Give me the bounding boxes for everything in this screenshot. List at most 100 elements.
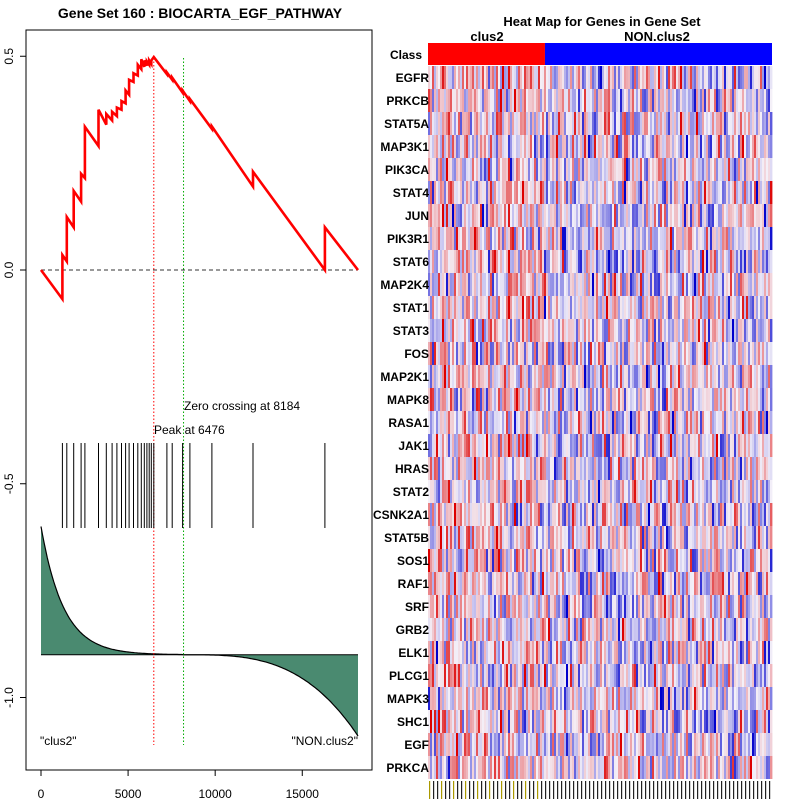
- heatmap-cell: [584, 549, 587, 572]
- heatmap-cell: [656, 181, 659, 204]
- heatmap-cell: [506, 457, 509, 480]
- heatmap-cell: [616, 135, 619, 158]
- heatmap-cell: [538, 526, 541, 549]
- heatmap-cell: [700, 641, 703, 664]
- heatmap-cell: [714, 595, 717, 618]
- heatmap-cell: [538, 181, 541, 204]
- heatmap-cell: [610, 112, 613, 135]
- heatmap-cell: [704, 135, 707, 158]
- heatmap-cell: [608, 89, 611, 112]
- heatmap-cell: [516, 549, 519, 572]
- heatmap-cell: [544, 710, 547, 733]
- heatmap-cell: [484, 641, 487, 664]
- heatmap-cell: [686, 572, 689, 595]
- heatmap-cell: [620, 204, 623, 227]
- heatmap-cell: [640, 549, 643, 572]
- heatmap-cell: [482, 687, 485, 710]
- heatmap-cell: [558, 365, 561, 388]
- heatmap-cell: [612, 434, 615, 457]
- heatmap-cell: [752, 319, 755, 342]
- heatmap-cell: [428, 549, 431, 572]
- heatmap-cell: [588, 296, 591, 319]
- heatmap-cell: [642, 89, 645, 112]
- heatmap-cell: [616, 365, 619, 388]
- heatmap-cell: [454, 158, 457, 181]
- heatmap-cell: [448, 480, 451, 503]
- heatmap-cell: [506, 66, 509, 89]
- heatmap-cell: [644, 181, 647, 204]
- heatmap-cell: [670, 204, 673, 227]
- heatmap-cell: [668, 549, 671, 572]
- heatmap-cell: [714, 250, 717, 273]
- heatmap-cell: [428, 664, 431, 687]
- heatmap-cell: [462, 549, 465, 572]
- heatmap-cell: [524, 66, 527, 89]
- heatmap-cell: [672, 296, 675, 319]
- heatmap-cell: [706, 135, 709, 158]
- heatmap-cell: [450, 687, 453, 710]
- heatmap-cell: [682, 296, 685, 319]
- heatmap-cell: [642, 66, 645, 89]
- heatmap-cell: [548, 503, 551, 526]
- heatmap-cell: [704, 342, 707, 365]
- heatmap-cell: [674, 227, 677, 250]
- heatmap-cell: [710, 641, 713, 664]
- heatmap-cell: [600, 549, 603, 572]
- heatmap-cell: [724, 434, 727, 457]
- heatmap-cell: [724, 618, 727, 641]
- heatmap-cell: [462, 618, 465, 641]
- heatmap-cell: [590, 204, 593, 227]
- heatmap-cell: [606, 457, 609, 480]
- heatmap-cell: [650, 112, 653, 135]
- heatmap-cell: [586, 365, 589, 388]
- heatmap-cell: [634, 296, 637, 319]
- heatmap-cell: [496, 503, 499, 526]
- heatmap-cell: [632, 204, 635, 227]
- heatmap-cell: [580, 503, 583, 526]
- heatmap-cell: [762, 135, 765, 158]
- heatmap-cell: [724, 89, 727, 112]
- heatmap-cell: [446, 296, 449, 319]
- heatmap-cell: [760, 66, 763, 89]
- heatmap-cell: [542, 273, 545, 296]
- heatmap-cell: [734, 549, 737, 572]
- heatmap-cell: [728, 480, 731, 503]
- heatmap-cell: [686, 250, 689, 273]
- heatmap-cell: [746, 526, 749, 549]
- heatmap-cell: [464, 135, 467, 158]
- heatmap-cell: [552, 273, 555, 296]
- heatmap-cell: [480, 158, 483, 181]
- heatmap-cell: [670, 66, 673, 89]
- heatmap-cell: [748, 273, 751, 296]
- heatmap-cell: [482, 664, 485, 687]
- heatmap-cell: [620, 480, 623, 503]
- heatmap-cell: [580, 66, 583, 89]
- heatmap-cell: [624, 687, 627, 710]
- heatmap-cell: [712, 434, 715, 457]
- heatmap-cell: [550, 273, 553, 296]
- heatmap-cell: [480, 388, 483, 411]
- heatmap-cell: [678, 549, 681, 572]
- heatmap-cell: [586, 664, 589, 687]
- heatmap-cell: [658, 66, 661, 89]
- heatmap-cell: [728, 687, 731, 710]
- heatmap-cell: [504, 549, 507, 572]
- heatmap-cell: [626, 66, 629, 89]
- heatmap-cell: [644, 89, 647, 112]
- heatmap-cell: [760, 204, 763, 227]
- heatmap-cell: [638, 710, 641, 733]
- heatmap-cell: [460, 296, 463, 319]
- heatmap-cell: [574, 503, 577, 526]
- heatmap-cell: [762, 526, 765, 549]
- heatmap-cell: [688, 503, 691, 526]
- heatmap-cell: [616, 687, 619, 710]
- heatmap-cell: [602, 480, 605, 503]
- heatmap-cell: [560, 664, 563, 687]
- heatmap-cell: [684, 434, 687, 457]
- heatmap-cell: [708, 664, 711, 687]
- heatmap-cell: [612, 296, 615, 319]
- heatmap-cell: [766, 664, 769, 687]
- heatmap-cell: [672, 457, 675, 480]
- heatmap-cell: [678, 112, 681, 135]
- heatmap-cell: [576, 480, 579, 503]
